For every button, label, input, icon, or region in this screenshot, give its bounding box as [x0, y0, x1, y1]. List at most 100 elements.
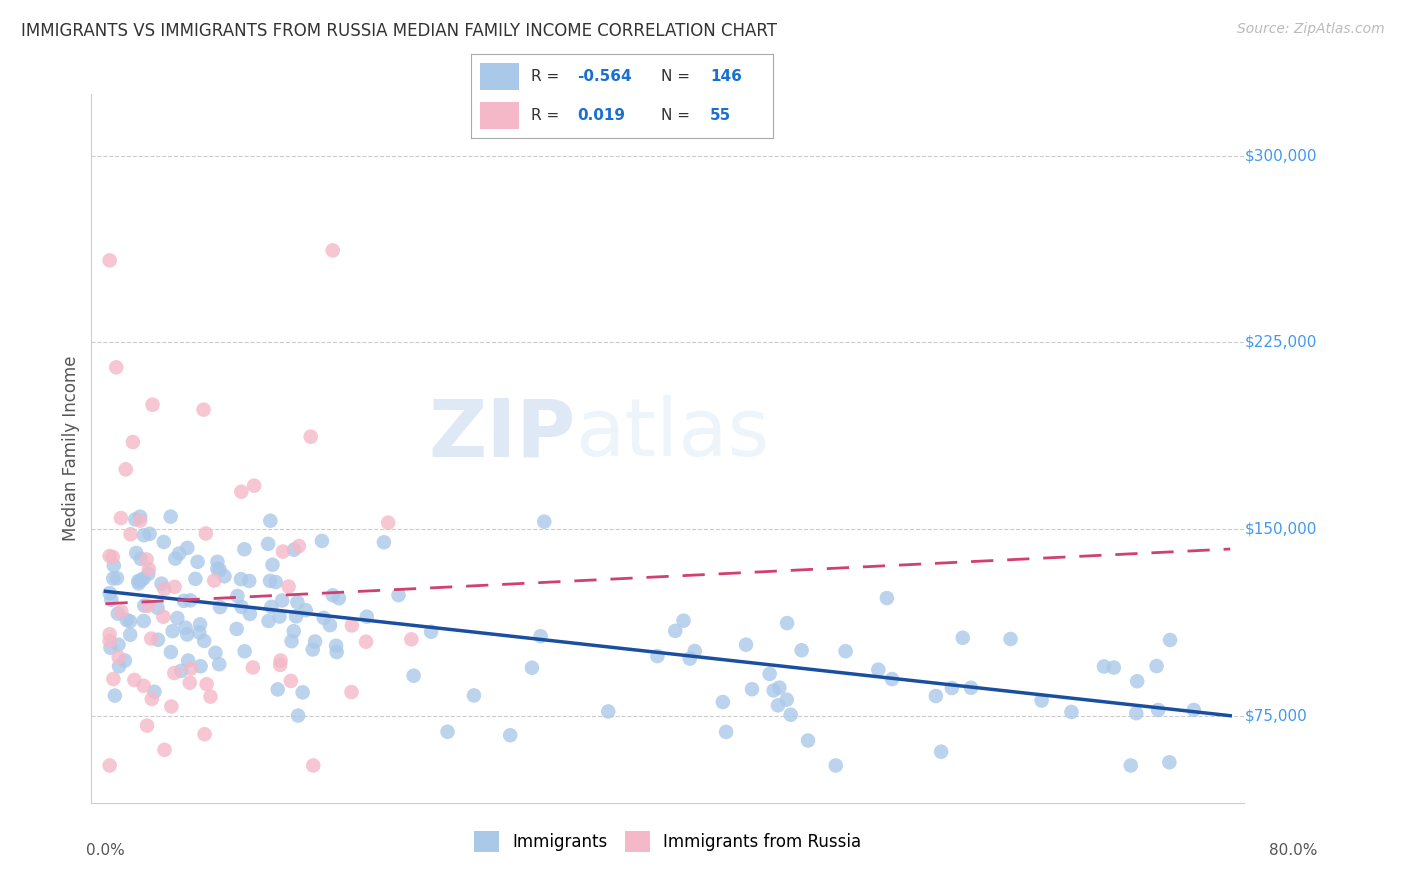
Point — [834, 644, 856, 658]
Point — [257, 614, 280, 628]
Text: $225,000: $225,000 — [1244, 335, 1316, 350]
Text: $300,000: $300,000 — [1244, 148, 1317, 163]
Text: R =: R = — [531, 69, 565, 84]
Point — [98, 627, 121, 641]
Point — [129, 514, 152, 528]
Text: $150,000: $150,000 — [1244, 522, 1316, 537]
Text: Source: ZipAtlas.com: Source: ZipAtlas.com — [1237, 22, 1385, 37]
Point — [283, 624, 305, 639]
Point — [758, 666, 780, 681]
Point — [1126, 674, 1149, 689]
Point — [941, 681, 963, 695]
Point — [714, 725, 737, 739]
Point — [354, 634, 377, 648]
Point — [141, 692, 163, 706]
Point — [141, 398, 163, 412]
Point — [132, 614, 155, 628]
Point — [262, 558, 284, 572]
Point — [165, 551, 187, 566]
Point — [679, 651, 702, 665]
Point — [128, 576, 150, 591]
Point — [952, 631, 974, 645]
Point — [277, 580, 299, 594]
Point — [136, 718, 159, 732]
Point — [260, 599, 283, 614]
Point — [163, 580, 186, 594]
Point — [257, 537, 280, 551]
Text: -0.564: -0.564 — [576, 69, 631, 84]
Point — [141, 632, 163, 646]
Text: 80.0%: 80.0% — [1270, 843, 1317, 858]
Point — [163, 666, 186, 681]
Point — [356, 609, 378, 624]
Point — [207, 562, 229, 576]
Point — [132, 679, 155, 693]
Point — [101, 549, 124, 564]
Point — [325, 645, 347, 659]
Point — [107, 607, 129, 621]
Point — [1146, 659, 1168, 673]
Point — [146, 600, 169, 615]
Point — [270, 654, 292, 668]
Point — [107, 650, 129, 665]
Point — [287, 595, 309, 609]
Point — [167, 547, 190, 561]
Point — [100, 640, 122, 655]
Point — [598, 705, 620, 719]
Point — [159, 509, 181, 524]
Point — [120, 527, 142, 541]
Point — [229, 572, 252, 586]
Point — [1092, 659, 1115, 673]
Point — [160, 645, 183, 659]
Point — [177, 654, 200, 668]
Point — [325, 639, 347, 653]
Point — [105, 571, 128, 585]
Point — [269, 609, 291, 624]
Legend: Immigrants, Immigrants from Russia: Immigrants, Immigrants from Russia — [468, 824, 868, 858]
Point — [114, 462, 136, 476]
Point — [312, 611, 335, 625]
Point — [287, 708, 309, 723]
Point — [267, 682, 290, 697]
Point — [762, 683, 785, 698]
Point — [231, 484, 253, 499]
Point — [741, 682, 763, 697]
Point — [683, 644, 706, 658]
Point — [132, 528, 155, 542]
Point — [136, 599, 159, 613]
Point — [184, 572, 207, 586]
Point — [340, 618, 363, 632]
Point — [200, 690, 222, 704]
Point — [402, 669, 425, 683]
Point — [1060, 705, 1083, 719]
Point — [129, 551, 152, 566]
Point — [377, 516, 399, 530]
Point — [115, 613, 138, 627]
Point — [239, 607, 262, 621]
Point — [1147, 703, 1170, 717]
Point — [143, 685, 166, 699]
Point — [150, 576, 173, 591]
Point — [98, 253, 121, 268]
Point — [529, 629, 551, 643]
Point — [322, 244, 344, 258]
Point — [285, 609, 308, 624]
Point — [195, 677, 218, 691]
Point — [1159, 632, 1181, 647]
Point — [233, 644, 256, 658]
Point — [1102, 660, 1125, 674]
Y-axis label: Median Family Income: Median Family Income — [62, 356, 80, 541]
Point — [136, 566, 159, 581]
Text: 0.0%: 0.0% — [86, 843, 125, 858]
Point — [129, 574, 152, 588]
Point — [328, 591, 350, 606]
Point — [259, 514, 281, 528]
Point — [1000, 632, 1022, 646]
Text: ZIP: ZIP — [429, 395, 575, 473]
Point — [187, 555, 209, 569]
Point — [179, 675, 201, 690]
Point — [231, 599, 253, 614]
Point — [1159, 756, 1181, 770]
Point — [301, 642, 323, 657]
Point — [110, 511, 132, 525]
